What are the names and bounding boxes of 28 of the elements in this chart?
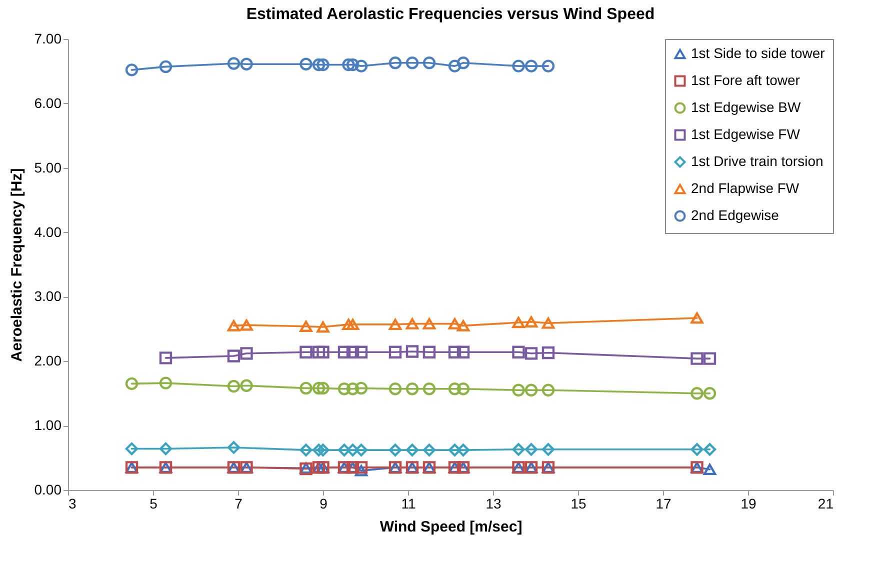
y-tick-label: 2.00	[34, 352, 62, 369]
legend-label: 2nd Edgewise	[691, 207, 780, 223]
y-tick-label: 1.00	[34, 417, 62, 434]
x-axis-title: Wind Speed [m/sec]	[380, 518, 522, 536]
legend-label: 1st Fore aft tower	[691, 72, 800, 88]
x-tick-label: 9	[320, 496, 328, 512]
y-tick-label: 5.00	[34, 159, 62, 176]
x-tick-label: 5	[150, 496, 158, 512]
y-tick-label: 6.00	[34, 94, 62, 111]
legend-label: 1st Side to side tower	[691, 45, 826, 61]
x-tick-label: 13	[486, 496, 502, 512]
legend-label: 2nd Flapwise FW	[691, 180, 800, 196]
y-axis-title: Aeroelastic Frequency [Hz]	[8, 168, 26, 362]
y-tick-label: 0.00	[34, 482, 62, 498]
y-tick-label: 3.00	[34, 288, 62, 304]
legend-label: 1st Drive train torsion	[691, 153, 824, 169]
x-tick-label: 19	[740, 496, 756, 512]
x-tick-label: 15	[570, 496, 586, 512]
legend-label: 1st Edgewise BW	[691, 99, 802, 115]
x-tick-label: 21	[818, 496, 834, 512]
y-tick-label: 4.00	[34, 224, 62, 240]
legend-label: 1st Edgewise FW	[691, 126, 801, 142]
x-tick-label: 7	[234, 496, 243, 512]
x-tick-label: 11	[401, 496, 416, 512]
x-tick-label: 17	[656, 496, 672, 512]
chart-title: Estimated Aerolastic Frequencies versus Wind Speed	[246, 6, 655, 23]
x-tick-label: 3	[68, 496, 76, 512]
y-tick-label: 7.00	[34, 30, 62, 46]
